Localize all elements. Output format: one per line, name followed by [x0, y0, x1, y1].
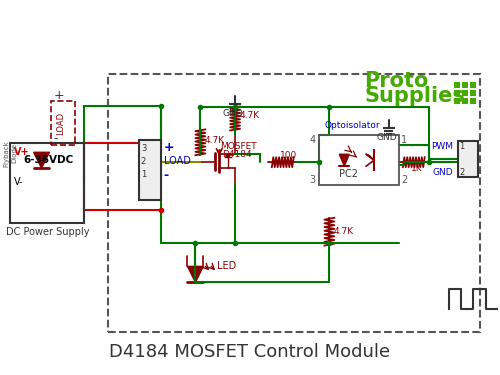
Text: PC2: PC2	[340, 169, 358, 179]
Text: LED: LED	[217, 261, 236, 272]
Text: Proto: Proto	[364, 71, 428, 91]
Text: +: +	[54, 89, 64, 102]
Text: GND: GND	[223, 109, 244, 118]
Text: 1: 1	[460, 142, 464, 151]
Text: D4184 MOSFET Control Module: D4184 MOSFET Control Module	[110, 343, 390, 361]
Polygon shape	[225, 154, 231, 157]
Text: Diode: Diode	[12, 143, 18, 164]
FancyBboxPatch shape	[462, 90, 468, 96]
FancyBboxPatch shape	[462, 98, 468, 104]
Text: V-: V-	[14, 177, 24, 187]
Text: 4: 4	[310, 135, 316, 146]
Text: 3: 3	[141, 144, 146, 153]
FancyBboxPatch shape	[454, 82, 460, 88]
Text: 2: 2	[460, 168, 464, 177]
Text: 1K: 1K	[411, 164, 422, 172]
Text: 2: 2	[141, 157, 146, 166]
FancyBboxPatch shape	[139, 140, 160, 200]
Polygon shape	[340, 154, 349, 166]
FancyBboxPatch shape	[470, 82, 476, 88]
Text: PWM: PWM	[432, 142, 454, 151]
Text: GND: GND	[376, 134, 398, 142]
Text: 4.7K: 4.7K	[334, 227, 353, 236]
FancyBboxPatch shape	[470, 90, 476, 96]
Text: GND: GND	[433, 168, 454, 177]
Text: Supplies: Supplies	[364, 86, 465, 106]
Text: 4.7K: 4.7K	[239, 111, 259, 120]
FancyBboxPatch shape	[454, 98, 460, 104]
FancyBboxPatch shape	[454, 90, 460, 96]
Text: DC Power Supply: DC Power Supply	[6, 227, 89, 237]
FancyBboxPatch shape	[462, 82, 468, 88]
Text: 2: 2	[401, 175, 407, 185]
Polygon shape	[34, 152, 50, 168]
Text: LOAD: LOAD	[164, 156, 190, 166]
Polygon shape	[366, 154, 374, 160]
Text: Optoisolator: Optoisolator	[324, 122, 380, 130]
Text: -: -	[164, 169, 169, 182]
FancyBboxPatch shape	[470, 98, 476, 104]
Text: MOSFET: MOSFET	[220, 142, 257, 152]
Text: 6-36VDC: 6-36VDC	[24, 155, 74, 165]
Text: -: -	[54, 132, 58, 145]
Text: D4184: D4184	[222, 150, 252, 159]
FancyBboxPatch shape	[458, 141, 478, 177]
Text: 1: 1	[141, 170, 146, 178]
Text: LOAD: LOAD	[56, 112, 66, 135]
Text: Flyback: Flyback	[4, 140, 10, 166]
Text: 1: 1	[401, 135, 407, 146]
Text: V+: V+	[14, 147, 30, 157]
Text: 100: 100	[280, 151, 297, 160]
Text: 4.7K: 4.7K	[204, 136, 225, 145]
Text: 3: 3	[310, 175, 316, 185]
Polygon shape	[188, 266, 204, 282]
Text: +: +	[164, 141, 174, 154]
